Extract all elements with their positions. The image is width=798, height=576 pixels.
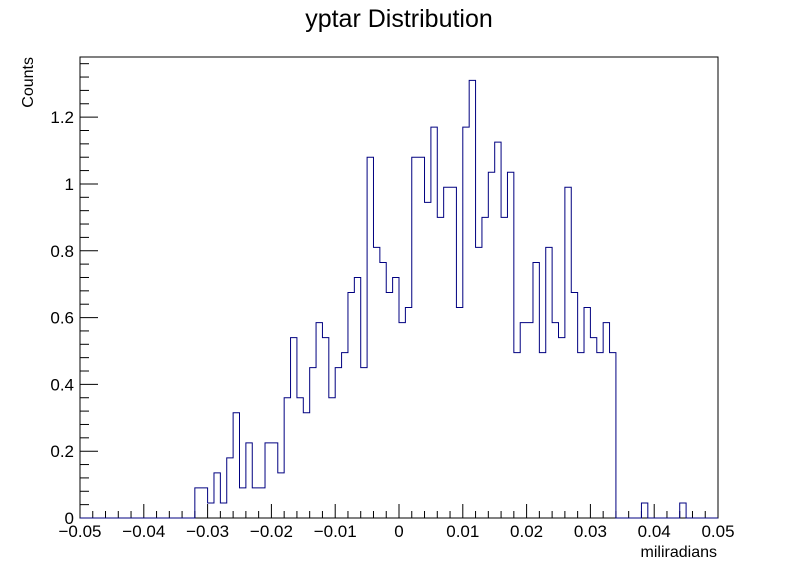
y-tick-label: 1	[65, 175, 74, 194]
y-tick-label: 0.4	[50, 375, 74, 394]
x-tick-label: −0.03	[186, 522, 229, 541]
histogram-bin	[342, 353, 348, 518]
histogram-bin	[412, 157, 418, 518]
histogram-bin	[578, 353, 584, 518]
x-tick-label: 0.05	[701, 522, 734, 541]
histogram-bin	[386, 293, 392, 518]
histogram-bin	[335, 368, 341, 518]
x-tick-label: 0.02	[510, 522, 543, 541]
histogram-bin	[533, 262, 539, 518]
histogram-bin	[527, 323, 533, 518]
histogram-bin	[507, 172, 513, 518]
histogram-bin	[514, 353, 520, 518]
histogram-bin	[571, 293, 577, 518]
histogram-bin	[444, 187, 450, 518]
histogram-bin	[501, 217, 507, 518]
histogram-bin	[361, 368, 367, 518]
histogram-bin	[227, 458, 233, 518]
histogram-bin	[680, 503, 686, 518]
histogram-bin	[565, 187, 571, 518]
histogram-bin	[373, 247, 379, 518]
histogram-bin	[208, 503, 214, 518]
histogram-bin	[559, 338, 565, 518]
histogram-bin	[252, 488, 258, 518]
x-axis-title: miliradians	[641, 544, 717, 561]
x-tick-label: 0.03	[574, 522, 607, 541]
histogram-bin	[233, 413, 239, 518]
y-tick-label: 0	[65, 509, 74, 528]
histogram-bin	[220, 503, 226, 518]
y-tick-label: 0.8	[50, 242, 74, 261]
histogram-bin	[520, 323, 526, 518]
histogram-bin	[405, 308, 411, 518]
histogram-bin	[303, 413, 309, 518]
histogram-bin	[329, 398, 335, 518]
histogram-bin	[603, 323, 609, 518]
histogram-bin	[584, 308, 590, 518]
x-tick-label: 0.04	[638, 522, 671, 541]
histogram-bin	[425, 202, 431, 518]
histogram-bin	[322, 338, 328, 518]
y-tick-label: 0.2	[50, 442, 74, 461]
histogram-bin	[488, 172, 494, 518]
histogram-bin	[348, 293, 354, 518]
histogram-bin	[590, 338, 596, 518]
histogram-bin	[259, 488, 265, 518]
x-tick-label: −0.05	[58, 522, 101, 541]
x-tick-label: −0.02	[250, 522, 293, 541]
histogram-bin	[539, 353, 545, 518]
histogram-bin	[240, 488, 246, 518]
histogram-bin	[437, 217, 443, 518]
histogram-outline	[80, 79, 718, 519]
histogram-bin	[278, 473, 284, 518]
histogram-bin	[431, 127, 437, 518]
histogram-bin	[495, 142, 501, 518]
x-tick-label: 0	[394, 522, 403, 541]
histogram-bin	[271, 443, 277, 518]
y-axis: 0 0.2 0.4 0.6 0.8 1 1.2	[50, 63, 98, 528]
y-tick-label: 1.2	[50, 108, 74, 127]
histogram-bin	[597, 353, 603, 518]
histogram-bin	[399, 323, 405, 518]
x-tick-label: −0.01	[314, 522, 357, 541]
histogram-bin	[476, 247, 482, 518]
x-tick-label: −0.04	[122, 522, 165, 541]
histogram-bin	[265, 443, 271, 518]
histogram-bin	[546, 247, 552, 518]
histogram-bin	[195, 488, 201, 518]
chart-title: yptar Distribution	[305, 5, 493, 33]
histogram-bin	[450, 187, 456, 518]
histogram-bin	[291, 338, 297, 518]
histogram-bin	[284, 398, 290, 518]
histogram-bin	[316, 323, 322, 518]
y-tick-label: 0.6	[50, 309, 74, 328]
y-axis-title: Counts	[20, 57, 37, 108]
histogram-bin	[367, 157, 373, 518]
histogram-bin	[552, 323, 558, 518]
histogram-bin	[201, 488, 207, 518]
x-tick-label: 0.01	[446, 522, 479, 541]
x-axis: −0.05 −0.04 −0.03 −0.02 −0.01 0 0.01 0.02 0.03 0.…	[58, 504, 735, 541]
histogram-bin	[297, 398, 303, 518]
histogram-bin	[393, 277, 399, 518]
histogram-bin	[380, 262, 386, 518]
histogram-bin	[463, 127, 469, 518]
histogram-bin	[456, 308, 462, 518]
histogram-bin	[610, 353, 616, 518]
histogram-bin	[641, 503, 647, 518]
histogram-bin	[482, 217, 488, 518]
histogram-bin	[469, 80, 475, 518]
histogram-bin	[354, 277, 360, 518]
histogram-bin	[214, 473, 220, 518]
histogram-bin	[418, 157, 424, 518]
histogram-bin	[246, 443, 252, 518]
histogram-bin	[310, 368, 316, 518]
